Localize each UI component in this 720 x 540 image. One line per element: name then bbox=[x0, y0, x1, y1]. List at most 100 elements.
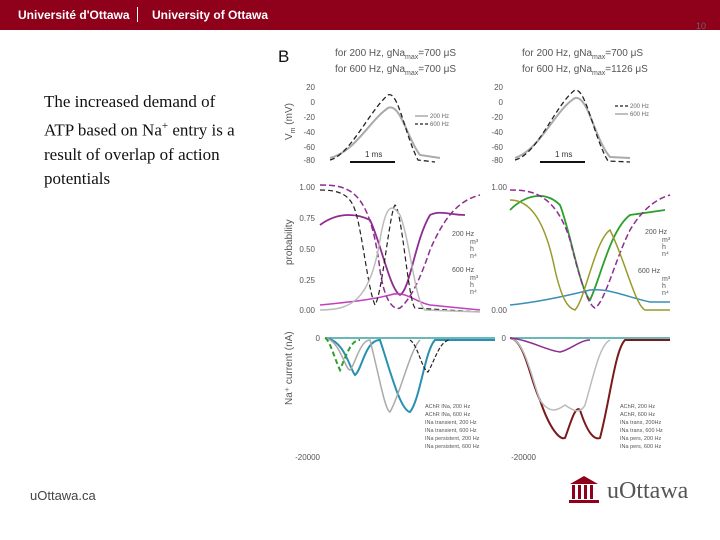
current-trans-left bbox=[324, 337, 495, 414]
current-legend-entry: INa pers, 600 Hz bbox=[620, 444, 662, 450]
current-legend-entry: AChR, 600 Hz bbox=[620, 412, 655, 418]
scalebar-label-right: 1 ms bbox=[555, 150, 572, 159]
vm-tick: 0 bbox=[311, 98, 316, 107]
prob-m-600hz-left bbox=[319, 207, 481, 313]
logo-emblem-icon bbox=[569, 476, 599, 503]
current-trans600-right bbox=[509, 337, 611, 412]
current-legend-entry: INa pers, 200 Hz bbox=[620, 436, 662, 442]
vm-tick: -20 bbox=[303, 113, 315, 122]
prob-legend-title: 200 Hz bbox=[452, 231, 475, 238]
vm-tick: -40 bbox=[303, 128, 315, 137]
figure-panel: B for 200 Hz, gNamax=700 μS for 600 Hz, … bbox=[270, 40, 690, 470]
vm-tick: -40 bbox=[491, 128, 503, 137]
current-legend-entry: INa persistent, 600 Hz bbox=[425, 444, 480, 450]
prob-h-200hz-left bbox=[319, 184, 481, 310]
current-legend-entry: INa persistent, 200 Hz bbox=[425, 436, 480, 442]
brand-english: University of Ottawa bbox=[152, 8, 269, 22]
prob-tick: 0.00 bbox=[299, 306, 315, 315]
prob-legend-gate: h bbox=[662, 283, 666, 290]
prob-legend-gate: h bbox=[662, 244, 666, 251]
prob-legend-gate: n⁴ bbox=[662, 251, 669, 258]
vm-trace-200hz-right bbox=[514, 96, 631, 159]
prob-legend-title: 600 Hz bbox=[638, 268, 661, 275]
header-divider bbox=[137, 7, 138, 22]
prob-legend-gate: m³ bbox=[470, 239, 479, 246]
vm-legend-right: 200 Hz 600 Hz bbox=[615, 104, 649, 118]
vm-legend-entry: 600 Hz bbox=[630, 112, 649, 118]
current-legend-entry: INa transient, 600 Hz bbox=[425, 428, 477, 434]
prob-h-200hz-right bbox=[509, 189, 671, 309]
prob-legend-gate: m³ bbox=[662, 276, 671, 283]
vm-axis-label: Vm (mV) bbox=[284, 103, 297, 140]
current-achr600-left bbox=[409, 339, 451, 373]
vm-trace-600hz-left bbox=[329, 94, 436, 163]
header-bar: Université d'Ottawa University of Ottawa bbox=[0, 0, 720, 36]
prob-m-200hz-left bbox=[319, 211, 466, 297]
current-legend-entry: AChR INa, 200 Hz bbox=[425, 404, 470, 410]
vm-tick: -60 bbox=[491, 143, 503, 152]
vm-tick: 20 bbox=[494, 83, 503, 92]
prob-legend-gate: n⁴ bbox=[470, 289, 477, 296]
prob-legend-left: 200 Hz m³ h n⁴ 600 Hz m³ h n⁴ bbox=[452, 231, 479, 296]
prob-legend-right: 200 Hz m³ h n⁴ 600 Hz m³ h n⁴ bbox=[638, 229, 671, 297]
vm-legend-entry: 200 Hz bbox=[430, 114, 449, 120]
body-text-end: entry is a result of overlap of action p… bbox=[44, 120, 235, 188]
vm-tick: -80 bbox=[303, 156, 315, 165]
prob-legend-gate: h bbox=[470, 282, 474, 289]
figure-svg: B for 200 Hz, gNamax=700 μS for 600 Hz, … bbox=[278, 47, 671, 462]
prob-tick: 0.50 bbox=[299, 245, 315, 254]
current-pers-right bbox=[509, 337, 591, 353]
body-text-superscript: + bbox=[161, 120, 169, 132]
page-number: 10 bbox=[695, 21, 706, 31]
panel-label: B bbox=[278, 47, 289, 66]
prob-m-600hz-right bbox=[509, 199, 670, 311]
vm-legend-left: 200 Hz 600 Hz bbox=[415, 114, 449, 128]
current-legend-entry: INa trans, 200Hz bbox=[620, 420, 662, 426]
prob-ticks-left: 1.00 0.75 0.50 0.25 0.00 bbox=[299, 183, 315, 315]
slide-body-text: The increased demand of ATP based on Na+… bbox=[44, 90, 244, 191]
prob-tick: 1.00 bbox=[299, 183, 315, 192]
prob-tick: 0.00 bbox=[491, 306, 507, 315]
prob-n-200hz-right bbox=[509, 289, 670, 306]
current-legend-entry: INa trans, 600 Hz bbox=[620, 428, 663, 434]
current-legend-entry: AChR, 200 Hz bbox=[620, 404, 655, 410]
prob-axis-label: probability bbox=[284, 219, 295, 265]
current-achr-left bbox=[324, 337, 361, 373]
prob-legend-title: 600 Hz bbox=[452, 267, 475, 274]
current-tick-bottom-right: -20000 bbox=[511, 453, 536, 462]
vm-tick: 20 bbox=[306, 83, 315, 92]
header-notch bbox=[270, 30, 720, 36]
prob-legend-title: 200 Hz bbox=[645, 229, 668, 236]
right-title-1: for 200 Hz, gNamax=700 μS bbox=[522, 48, 643, 61]
vm-trace-200hz-left bbox=[329, 106, 441, 159]
prob-tick: 0.25 bbox=[299, 276, 315, 285]
vm-ticks-left: 20 0 -20 -40 -60 -80 bbox=[303, 83, 315, 165]
body-text-main: The increased demand of ATP based on Na bbox=[44, 92, 216, 140]
logo-text: uOttawa bbox=[607, 478, 689, 504]
current-legend-entry: INa transient, 200 Hz bbox=[425, 420, 477, 426]
footer-url: uOttawa.ca bbox=[30, 488, 96, 503]
prob-tick: 1.00 bbox=[491, 183, 507, 192]
prob-legend-gate: m³ bbox=[470, 275, 479, 282]
vm-trace-600hz-right bbox=[514, 89, 631, 163]
prob-tick: 0.75 bbox=[299, 214, 315, 223]
vm-legend-entry: 600 Hz bbox=[430, 122, 449, 128]
right-title-2: for 600 Hz, gNamax=1126 μS bbox=[522, 64, 648, 77]
brand-french: Université d'Ottawa bbox=[18, 8, 130, 22]
uottawa-logo-icon bbox=[566, 474, 602, 511]
current-legend-right: AChR, 200 Hz AChR, 600 Hz INa trans, 200… bbox=[620, 404, 663, 450]
current-tick-zero-left: 0 bbox=[316, 334, 321, 343]
prob-legend-gate: n⁴ bbox=[470, 253, 477, 260]
vm-tick: -20 bbox=[491, 113, 503, 122]
prob-legend-gate: m³ bbox=[662, 237, 671, 244]
vm-legend-entry: 200 Hz bbox=[630, 104, 649, 110]
current-tick-zero-right: 0 bbox=[502, 334, 507, 343]
current-axis-label: Na⁺ current (nA) bbox=[284, 331, 295, 405]
prob-legend-gate: h bbox=[470, 246, 474, 253]
prob-legend-gate: n⁴ bbox=[662, 290, 669, 297]
vm-tick: -80 bbox=[491, 156, 503, 165]
left-title-1: for 200 Hz, gNamax=700 μS bbox=[335, 48, 456, 61]
current-tick-bottom-left: -20000 bbox=[295, 453, 320, 462]
vm-tick: -60 bbox=[303, 143, 315, 152]
current-trans600-left bbox=[324, 337, 421, 413]
